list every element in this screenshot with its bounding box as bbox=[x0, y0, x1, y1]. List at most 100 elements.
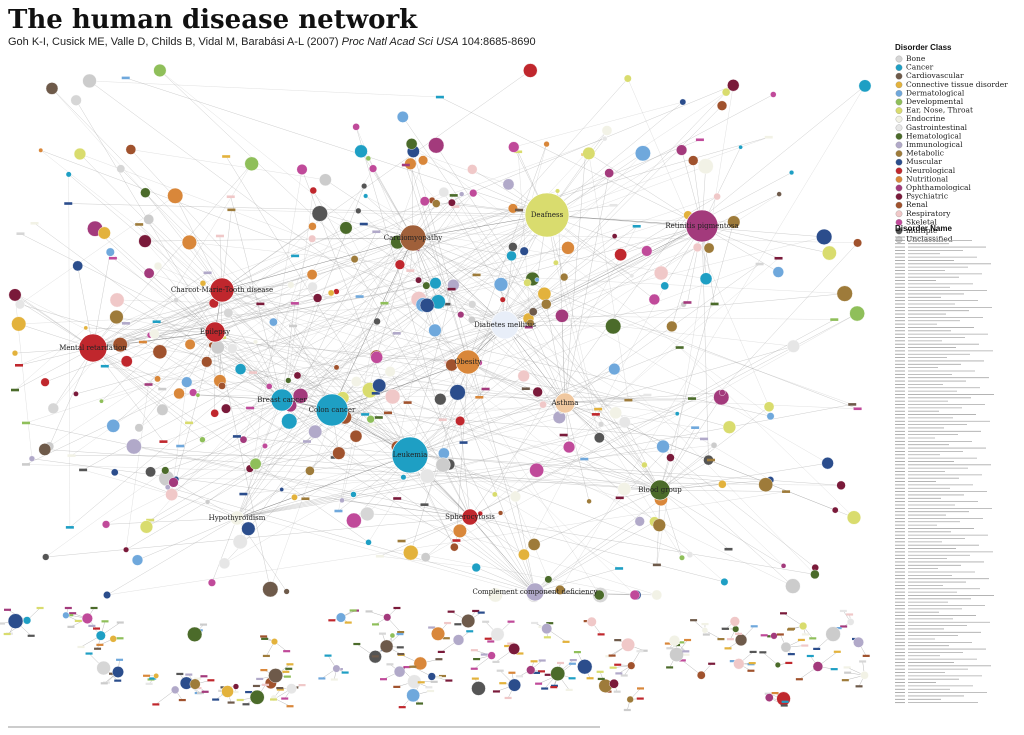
disease-node bbox=[279, 487, 285, 492]
disease-node bbox=[283, 588, 290, 595]
gene bbox=[452, 539, 461, 542]
edge bbox=[92, 347, 163, 410]
gene bbox=[514, 208, 523, 212]
gene bbox=[222, 155, 231, 158]
edge bbox=[399, 264, 506, 326]
disease-node bbox=[764, 693, 774, 702]
edge bbox=[546, 236, 825, 305]
edge bbox=[469, 516, 725, 583]
edge bbox=[564, 304, 684, 404]
edge bbox=[309, 284, 454, 471]
edge bbox=[762, 652, 778, 666]
disease-node bbox=[668, 635, 680, 647]
edge bbox=[92, 252, 111, 349]
edge bbox=[142, 341, 536, 593]
disease-node bbox=[120, 355, 133, 368]
disease-node bbox=[360, 506, 375, 522]
gene bbox=[176, 444, 185, 448]
edge bbox=[14, 294, 94, 349]
disease-node bbox=[471, 562, 481, 573]
gene bbox=[643, 393, 652, 397]
edge bbox=[338, 321, 378, 512]
gene bbox=[543, 636, 551, 639]
disease-node bbox=[221, 685, 234, 698]
edge bbox=[536, 470, 661, 491]
gene bbox=[21, 463, 30, 466]
gene bbox=[797, 638, 805, 642]
disease-node bbox=[319, 173, 332, 187]
disease-node bbox=[181, 234, 197, 250]
edge bbox=[534, 591, 635, 596]
gene bbox=[437, 650, 445, 654]
edge bbox=[120, 344, 678, 414]
edge bbox=[563, 277, 597, 415]
gene bbox=[372, 623, 380, 626]
disease-node bbox=[763, 401, 775, 412]
disease-node bbox=[262, 443, 268, 449]
gene bbox=[246, 406, 255, 410]
legend-label: Dermatological bbox=[906, 88, 965, 97]
disease-node bbox=[629, 273, 635, 279]
disease-node bbox=[452, 523, 467, 538]
legend-label: Psychiatric bbox=[906, 192, 948, 201]
gene bbox=[666, 666, 674, 669]
disease-node bbox=[143, 267, 155, 279]
node-label: Leukemia bbox=[393, 451, 428, 459]
edge bbox=[189, 242, 400, 265]
disease-node bbox=[853, 238, 863, 248]
disease-node bbox=[109, 292, 125, 308]
legend-swatch bbox=[895, 107, 903, 114]
disease-node bbox=[352, 123, 360, 131]
edge bbox=[40, 150, 379, 418]
disease-node bbox=[858, 79, 872, 93]
disease-node bbox=[836, 285, 853, 302]
gene bbox=[565, 688, 573, 692]
edge bbox=[584, 458, 661, 491]
edge bbox=[221, 289, 771, 417]
gene bbox=[262, 683, 270, 686]
gene bbox=[11, 388, 19, 392]
gene bbox=[843, 666, 851, 669]
gene bbox=[289, 324, 298, 328]
disease-node bbox=[184, 338, 196, 350]
disease-node bbox=[363, 193, 369, 199]
edge bbox=[515, 303, 715, 494]
disease-node bbox=[427, 672, 436, 681]
disease-node bbox=[291, 493, 298, 501]
disease-node bbox=[626, 695, 634, 704]
gene bbox=[515, 675, 523, 678]
edge bbox=[236, 206, 456, 519]
legend-swatch bbox=[895, 90, 903, 97]
edge bbox=[117, 299, 261, 305]
edge bbox=[614, 368, 815, 575]
gene bbox=[207, 679, 215, 682]
disease-node bbox=[452, 634, 465, 646]
edge bbox=[126, 192, 444, 345]
disease-hub bbox=[209, 277, 235, 303]
gene bbox=[143, 674, 151, 677]
gene bbox=[359, 222, 368, 226]
node-label: Epilepsy bbox=[200, 328, 230, 336]
disease-node bbox=[28, 455, 36, 462]
edge bbox=[476, 567, 536, 593]
gene bbox=[435, 95, 444, 99]
gene bbox=[286, 663, 294, 666]
disease-node bbox=[265, 383, 273, 390]
edge bbox=[236, 494, 354, 519]
edge bbox=[379, 516, 471, 557]
edge bbox=[228, 312, 283, 401]
gene bbox=[787, 653, 795, 656]
edge bbox=[588, 153, 703, 227]
gene bbox=[834, 627, 842, 630]
gene bbox=[116, 658, 124, 661]
gene bbox=[96, 643, 104, 646]
gene bbox=[197, 691, 205, 695]
disease-node bbox=[207, 578, 216, 587]
edge bbox=[534, 499, 662, 593]
gene bbox=[328, 619, 336, 622]
disease-node bbox=[400, 474, 407, 481]
legend-label: Respiratory bbox=[906, 209, 951, 218]
disease-node bbox=[618, 416, 631, 429]
edge bbox=[417, 248, 853, 405]
disease-node bbox=[586, 498, 592, 504]
